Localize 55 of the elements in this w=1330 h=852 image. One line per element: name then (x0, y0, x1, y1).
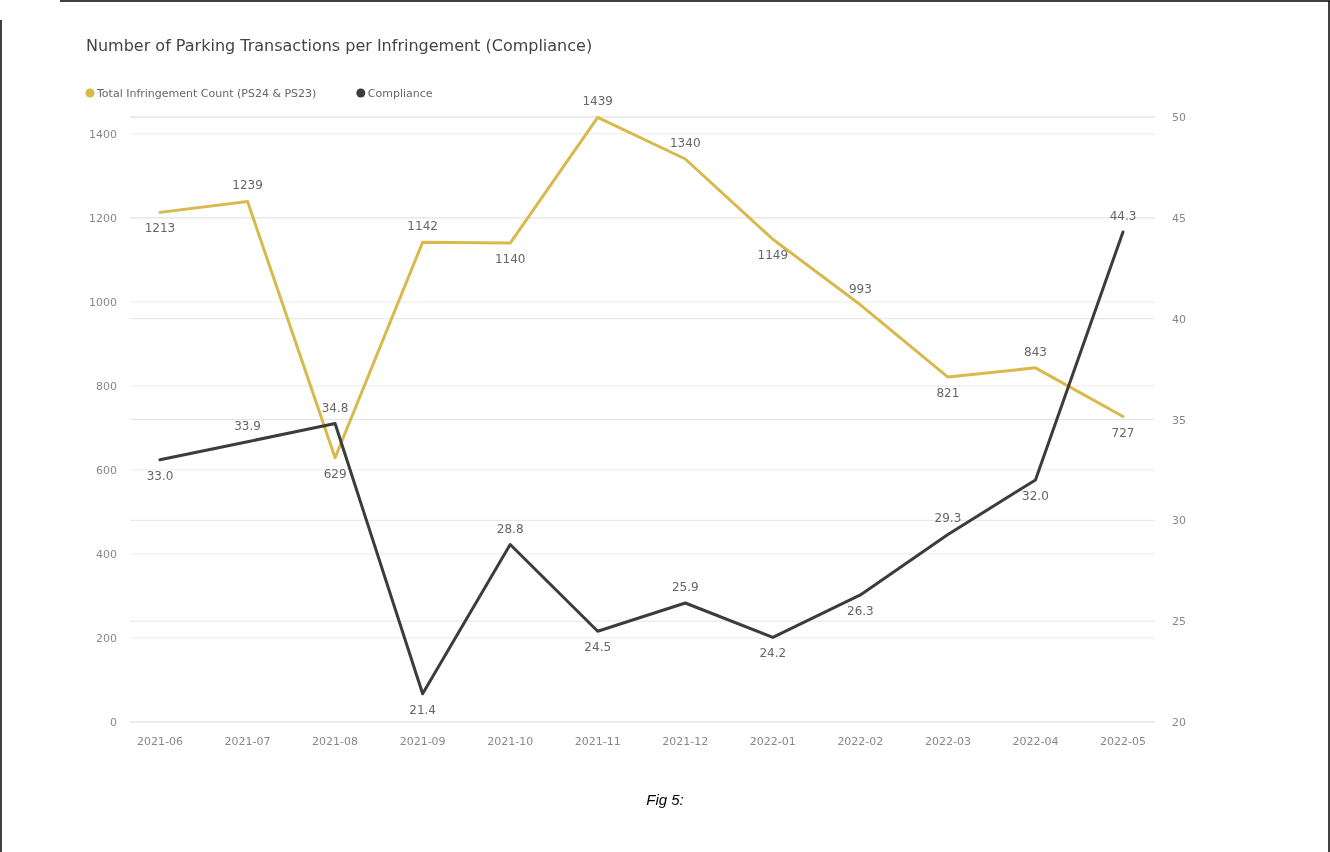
x-tick-label: 2021-06 (137, 735, 183, 748)
data-label: 24.5 (584, 640, 612, 655)
y-tick-label: 400 (96, 547, 117, 561)
data-label: 1239 (232, 178, 263, 193)
x-tick-label: 2022-05 (1100, 735, 1146, 748)
x-tick-label: 2021-08 (312, 735, 359, 748)
data-label: 629 (323, 466, 347, 481)
data-label: 33.9 (234, 418, 261, 433)
x-tick-label: 2021-12 (662, 735, 709, 748)
data-label: 21.4 (409, 702, 436, 717)
data-label: 32.0 (1022, 489, 1049, 503)
y-tick-label: 1000 (89, 295, 117, 309)
data-label: 1439 (582, 94, 613, 109)
data-label: 34.8 (321, 400, 349, 415)
x-tick-label: 2021-09 (399, 735, 446, 748)
y2-tick-label: 20 (1172, 716, 1186, 729)
legend-label: Total Infringement Count (PS24 & PS23) (96, 87, 317, 100)
x-tick-label: 2021-10 (487, 735, 534, 748)
y-tick-label: 0 (110, 716, 117, 729)
y-tick-label: 1200 (89, 211, 117, 225)
data-label: 25.9 (671, 580, 699, 595)
data-label: 29.3 (934, 511, 962, 526)
data-label: 993 (848, 281, 872, 296)
y2-tick-label: 40 (1172, 312, 1186, 326)
y-tick-label: 600 (96, 463, 117, 477)
y-tick-label: 200 (96, 631, 117, 645)
x-tick-label: 2021-11 (574, 735, 621, 748)
y2-tick-label: 50 (1172, 111, 1186, 124)
y2-tick-label: 45 (1172, 211, 1186, 225)
data-label: 727 (1111, 425, 1135, 440)
x-tick-label: 2022-02 (837, 735, 884, 748)
caption: Fig 5: (646, 791, 684, 808)
data-label: 26.3 (847, 603, 874, 618)
x-tick-label: 2021-07 (224, 735, 271, 748)
legend-label: Compliance (367, 87, 433, 100)
y2-tick-label: 35 (1172, 413, 1186, 427)
data-label: 821 (936, 386, 960, 401)
y-tick-label: 1400 (89, 127, 117, 141)
data-label: 44.3 (1109, 208, 1137, 223)
y2-tick-label: 30 (1172, 514, 1186, 528)
data-label: 24.2 (759, 646, 787, 661)
data-label: 28.8 (496, 521, 524, 536)
data-label: 843 (1024, 344, 1047, 359)
data-label: 1142 (407, 219, 438, 234)
y2-tick-label: 25 (1172, 615, 1186, 629)
x-tick-label: 2022-01 (749, 735, 796, 748)
data-label: 33.0 (146, 468, 174, 483)
data-label: 1213 (144, 221, 176, 236)
data-label: 1140 (494, 252, 526, 267)
y-tick-label: 800 (96, 379, 117, 393)
chart-title: Number of Parking Transactions per Infringement (Compliance) (86, 36, 593, 55)
x-tick-label: 2022-04 (1012, 735, 1059, 748)
data-label: 1340 (670, 136, 701, 151)
x-tick-label: 2022-03 (924, 735, 971, 748)
data-label: 1149 (757, 248, 789, 263)
